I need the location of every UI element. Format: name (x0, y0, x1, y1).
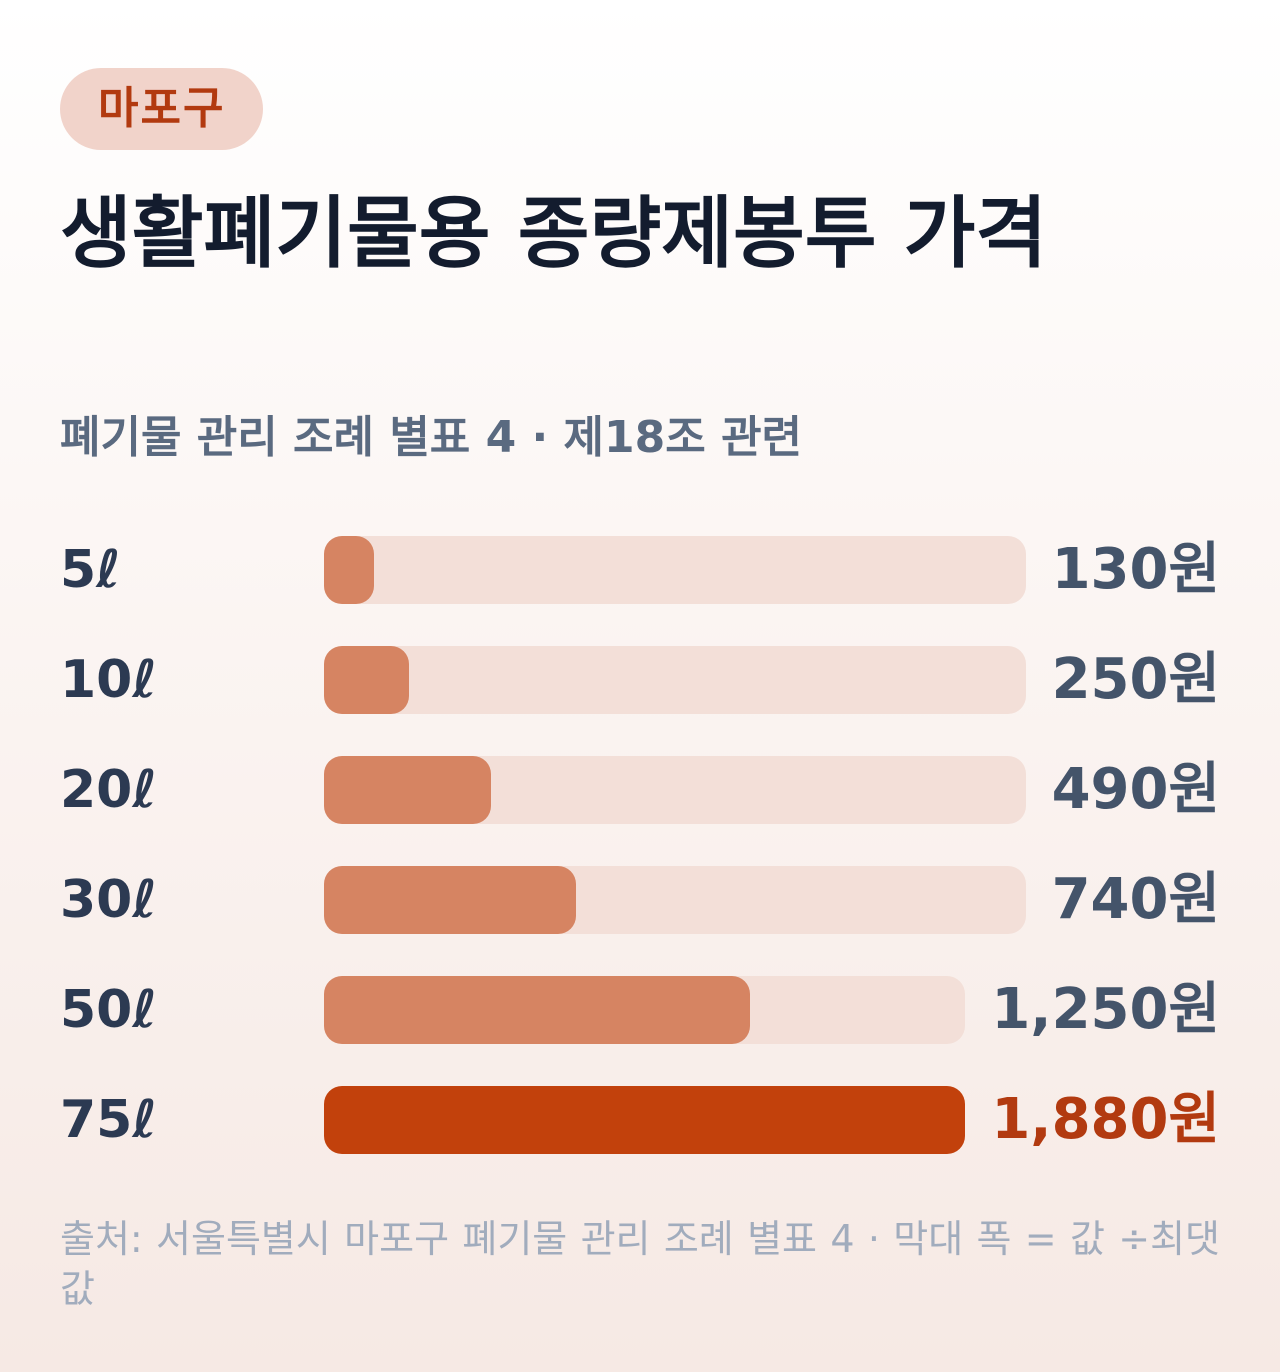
bar-track (324, 536, 1026, 604)
bar-track (324, 1086, 966, 1154)
bar-category-label: 20ℓ (60, 760, 157, 820)
bar-value-label: 740원 (1051, 867, 1220, 932)
bar-category-label: 5ℓ (60, 540, 121, 600)
bar-track (324, 866, 1026, 934)
bar-category-label: 50ℓ (60, 980, 157, 1040)
bar-value-label: 1,880원 (991, 1087, 1220, 1152)
bar-category-label: 10ℓ (60, 650, 157, 710)
bar-row: 30ℓ 740원 (60, 866, 1220, 934)
bar-track (324, 976, 966, 1044)
bar (324, 646, 410, 714)
bar-row: 75ℓ 1,880원 (60, 1086, 1220, 1154)
bar-track (324, 756, 1026, 824)
chart-subtitle: 폐기물 관리 조례 별표 4 · 제18조 관련 (60, 412, 803, 463)
bar (324, 536, 374, 604)
bar (324, 866, 577, 934)
bar-category-label: 30ℓ (60, 870, 157, 930)
bar-row: 50ℓ 1,250원 (60, 976, 1220, 1044)
bar-value-label: 1,250원 (991, 977, 1220, 1042)
bar-value-label: 130원 (1051, 537, 1220, 602)
district-badge: 마포구 (60, 68, 264, 150)
bar-value-label: 490원 (1051, 757, 1220, 822)
bar-row: 5ℓ 130원 (60, 536, 1220, 604)
bar (324, 1086, 966, 1154)
source-note: 출처: 서울특별시 마포구 폐기물 관리 조례 별표 4 · 막대 폭 = 값 … (60, 1217, 1220, 1311)
bar-row: 20ℓ 490원 (60, 756, 1220, 824)
bar-value-label: 250원 (1051, 647, 1220, 712)
bar (324, 976, 751, 1044)
bar-track (324, 646, 1026, 714)
bar (324, 756, 492, 824)
chart-title: 생활폐기물용 종량제봉투 가격 (60, 189, 1048, 279)
bar-row: 10ℓ 250원 (60, 646, 1220, 714)
bar-category-label: 75ℓ (60, 1090, 157, 1150)
